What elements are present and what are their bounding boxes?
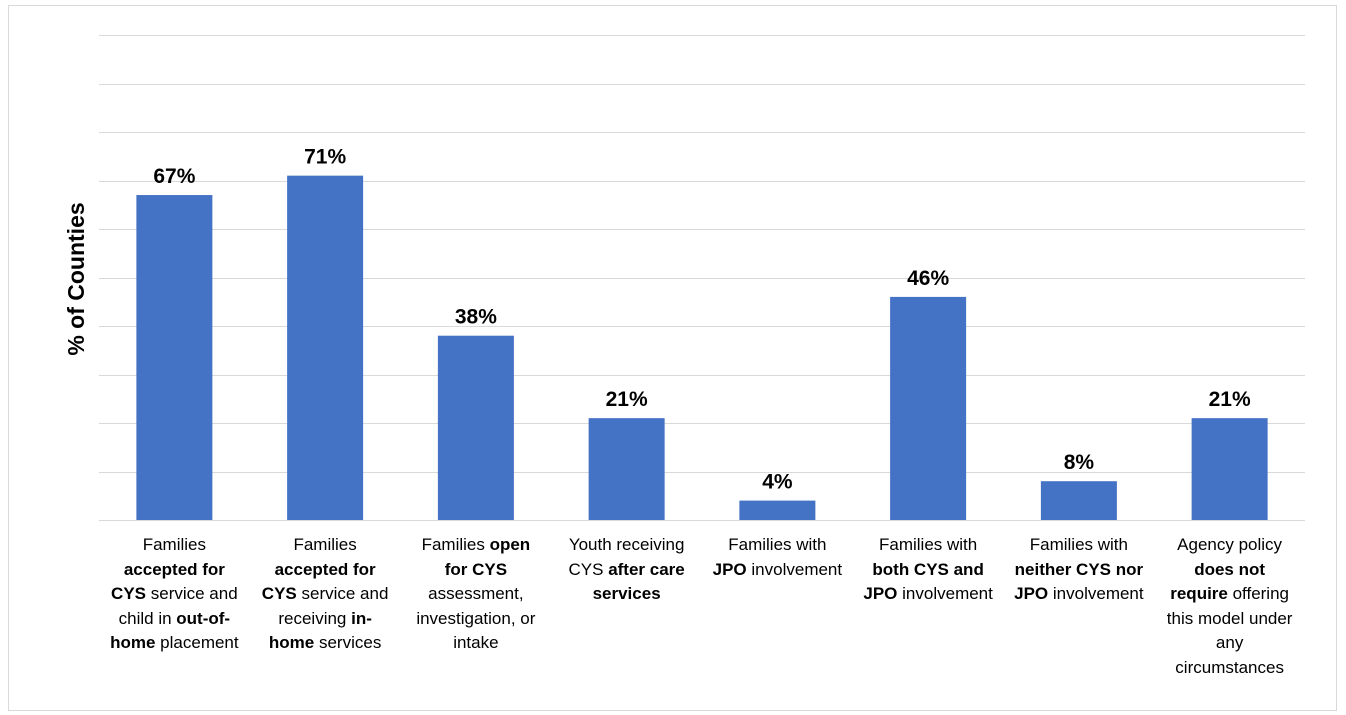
data-label: 38% <box>455 306 497 329</box>
bar <box>437 335 514 520</box>
bar <box>1191 418 1268 520</box>
category-label: Families accepted for CYS service and ch… <box>110 535 239 652</box>
category-label: Families with JPO involvement <box>712 535 843 579</box>
chart-frame <box>8 5 1337 711</box>
data-label: 4% <box>762 471 793 494</box>
category-label: Families open for CYS assessment, invest… <box>416 535 536 652</box>
bars <box>136 175 1268 521</box>
category-label: Families accepted for CYS service and re… <box>261 535 389 652</box>
bar <box>739 500 816 520</box>
y-axis-title: % of Counties <box>63 202 89 355</box>
bar <box>287 175 364 520</box>
bar <box>1040 481 1117 520</box>
bar <box>588 418 665 520</box>
category-label: Agency policy does not require offering … <box>1166 535 1293 677</box>
data-label: 21% <box>606 388 648 411</box>
data-label: 46% <box>907 267 949 290</box>
category-label: Families with both CYS and JPO involveme… <box>863 535 993 603</box>
category-label: Youth receiving CYS after care services <box>568 535 685 603</box>
data-label: 8% <box>1064 451 1095 474</box>
bar <box>136 195 213 521</box>
gridlines <box>99 35 1305 521</box>
data-label: 67% <box>153 165 195 188</box>
data-label: 71% <box>304 146 346 169</box>
data-labels: 67% 71% 38% 21% 4% 46% 8% 21% <box>153 146 1251 494</box>
category-label: Families with neither CYS nor JPO involv… <box>1014 535 1144 603</box>
bar <box>890 296 967 520</box>
data-label: 21% <box>1209 388 1251 411</box>
